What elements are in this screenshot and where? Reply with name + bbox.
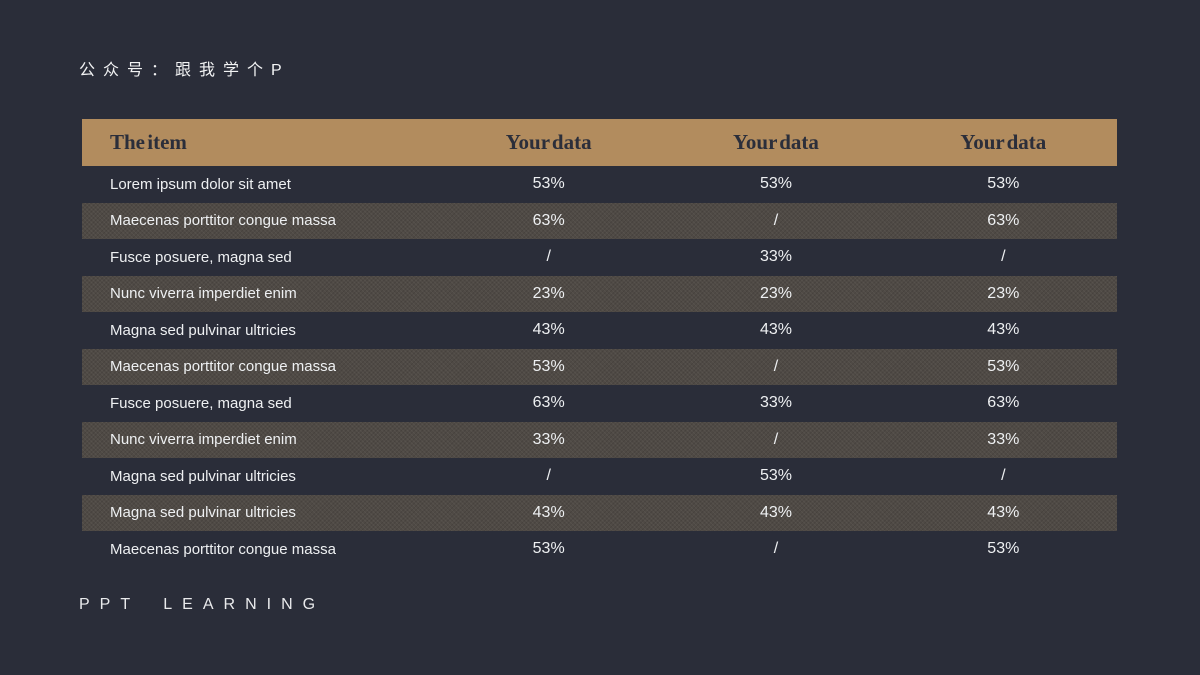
- row-value: 63%: [987, 394, 1020, 412]
- column-header-item: The item: [110, 130, 187, 154]
- table-row: Lorem ipsum dolor sit amet 53% 53% 53%: [82, 166, 1117, 203]
- table-row: Magna sed pulvinar ultricies 43% 43% 43%: [82, 494, 1117, 531]
- column-header-your-data-1: Your data: [505, 130, 592, 154]
- row-value: /: [1001, 248, 1006, 266]
- row-item-label: Magna sed pulvinar ultricies: [110, 467, 296, 485]
- row-value: 43%: [759, 503, 792, 521]
- row-value: 63%: [987, 211, 1020, 229]
- row-value: 43%: [532, 321, 565, 339]
- table-row: Fusce posuere, magna sed / 33% /: [82, 239, 1117, 276]
- row-value: 53%: [987, 540, 1020, 558]
- row-value: 23%: [987, 284, 1020, 302]
- table-row: Nunc viverra imperdiet enim 33% / 33%: [82, 421, 1117, 458]
- table-row: Magna sed pulvinar ultricies / 53% /: [82, 458, 1117, 495]
- row-value: 33%: [759, 248, 792, 266]
- row-value: /: [1001, 467, 1006, 485]
- row-item-label: Nunc viverra imperdiet enim: [110, 285, 297, 303]
- table-row: Maecenas porttitor congue massa 63% / 63%: [82, 202, 1117, 239]
- table-row: Nunc viverra imperdiet enim 23% 23% 23%: [82, 275, 1117, 312]
- row-value: 53%: [759, 175, 792, 193]
- row-item-label: Fusce posuere, magna sed: [110, 394, 292, 412]
- watermark-bottom: PPT LEARNING: [79, 596, 326, 613]
- row-value: 63%: [532, 211, 565, 229]
- row-value: 23%: [759, 284, 792, 302]
- table-row: Maecenas porttitor congue massa 53% / 53%: [82, 348, 1117, 385]
- row-item-label: Magna sed pulvinar ultricies: [110, 321, 296, 339]
- row-value: 63%: [532, 394, 565, 412]
- table-row: Maecenas porttitor congue massa 53% / 53%: [82, 531, 1117, 568]
- row-value: 53%: [532, 175, 565, 193]
- row-item-label: Nunc viverra imperdiet enim: [110, 431, 297, 449]
- row-value: /: [546, 467, 551, 485]
- row-value: /: [773, 357, 779, 375]
- row-value: 53%: [532, 540, 565, 558]
- row-value: /: [546, 248, 551, 266]
- row-item-label: Fusce posuere, magna sed: [110, 248, 292, 266]
- row-value: 43%: [532, 503, 565, 521]
- row-value: 43%: [987, 321, 1020, 339]
- row-item-label: Magna sed pulvinar ultricies: [110, 504, 296, 522]
- row-value: 43%: [987, 503, 1020, 521]
- row-item-label: Maecenas porttitor congue massa: [110, 212, 336, 230]
- row-item-label: Lorem ipsum dolor sit amet: [110, 175, 291, 193]
- row-item-label: Maecenas porttitor congue massa: [110, 540, 336, 558]
- table-row: Magna sed pulvinar ultricies 43% 43% 43%: [82, 312, 1117, 349]
- column-header-your-data-3: Your data: [960, 130, 1047, 154]
- row-value: 33%: [759, 394, 792, 412]
- row-value: 43%: [759, 321, 792, 339]
- table-header-row: The item Your data Your data Your data: [82, 119, 1117, 166]
- row-value: 53%: [987, 175, 1020, 193]
- row-value: 33%: [987, 430, 1020, 448]
- row-value: 33%: [532, 430, 565, 448]
- row-item-label: Maecenas porttitor congue massa: [110, 358, 336, 376]
- data-table: The item Your data Your data Your data L…: [82, 119, 1117, 568]
- row-value: 53%: [532, 357, 565, 375]
- table-body: Lorem ipsum dolor sit amet 53% 53% 53% Maece…: [82, 166, 1117, 568]
- row-value: /: [773, 540, 779, 558]
- table-row: Fusce posuere, magna sed 63% 33% 63%: [82, 385, 1117, 422]
- watermark-top: 公众号：跟我学个P: [79, 62, 290, 79]
- column-header-your-data-2: Your data: [733, 130, 819, 154]
- row-value: /: [773, 430, 779, 448]
- row-value: 53%: [759, 467, 792, 485]
- row-value: 53%: [987, 357, 1020, 375]
- row-value: 23%: [532, 284, 565, 302]
- row-value: /: [773, 211, 779, 229]
